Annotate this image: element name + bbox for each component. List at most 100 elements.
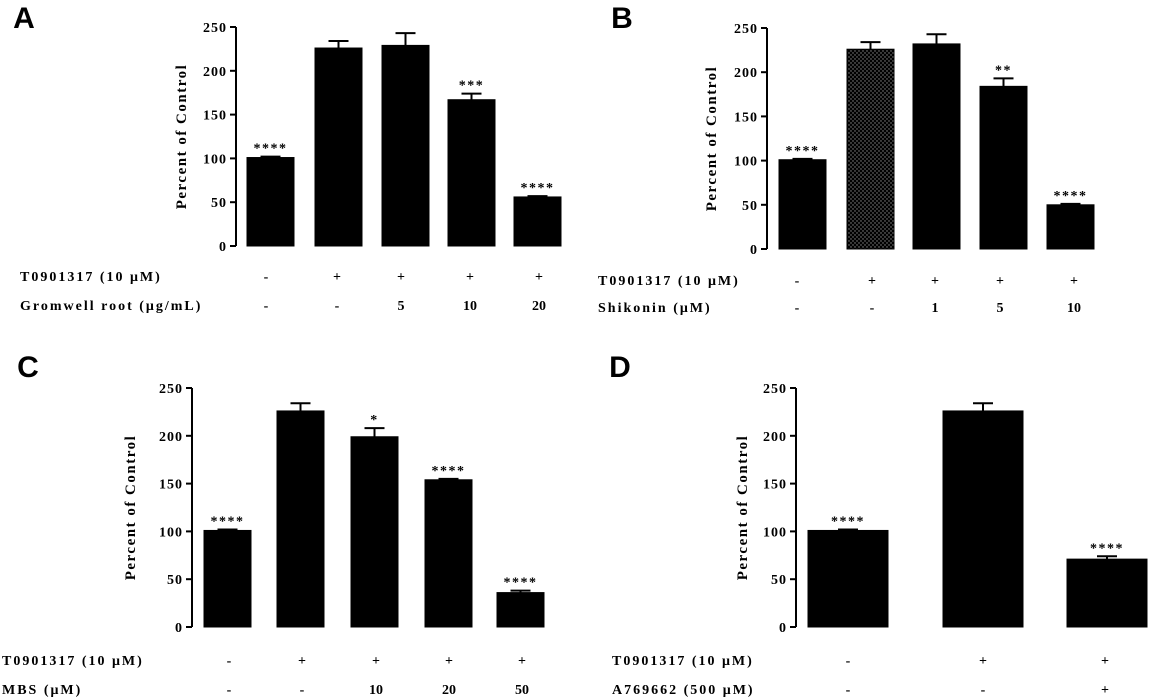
condition-value: 1 [932, 301, 939, 316]
condition-value: + [1101, 683, 1109, 697]
condition-value: 5 [398, 299, 405, 314]
y-tick-label: 200 [159, 430, 183, 445]
condition-label: T0901317 (10 μM) [598, 274, 740, 289]
condition-value: + [931, 274, 939, 289]
y-axis-label: Percent of Control [174, 64, 190, 210]
panel-letter: A [13, 2, 35, 35]
bar [979, 85, 1028, 250]
y-tick-label: 200 [734, 66, 758, 81]
condition-value: - [227, 654, 232, 669]
y-axis-label: Percent of Control [123, 435, 139, 581]
condition-value: 10 [369, 683, 383, 697]
y-tick-label: 100 [203, 152, 227, 167]
bar [381, 44, 430, 247]
bar [778, 159, 827, 250]
y-tick-label: 150 [159, 478, 183, 493]
y-tick-label: 50 [742, 199, 758, 214]
bar [203, 529, 252, 628]
condition-value: + [979, 654, 987, 669]
condition-label: Shikonin (μM) [598, 301, 712, 316]
bar [807, 529, 889, 628]
condition-value: - [227, 683, 232, 697]
y-tick-label: 0 [175, 621, 183, 636]
bar [1046, 204, 1095, 250]
condition-value: - [264, 299, 269, 314]
condition-value: - [264, 270, 269, 285]
condition-value: + [397, 270, 405, 285]
condition-value: 10 [1067, 301, 1081, 316]
significance-label: ** [995, 63, 1012, 78]
condition-value: + [535, 270, 543, 285]
y-tick-label: 0 [779, 621, 787, 636]
condition-value: 50 [515, 683, 529, 697]
bar [276, 410, 325, 628]
y-tick-label: 250 [763, 382, 787, 397]
condition-label: T0901317 (10 μM) [612, 654, 754, 669]
significance-label: **** [1090, 541, 1124, 556]
condition-value: + [372, 654, 380, 669]
condition-value: - [335, 299, 340, 314]
panel-letter: D [609, 351, 631, 384]
y-tick-label: 0 [750, 243, 758, 258]
bar [912, 43, 961, 250]
bar [314, 47, 363, 247]
condition-label: Gromwell root (μg/mL) [20, 299, 202, 314]
bar [246, 157, 295, 247]
condition-value: - [795, 301, 800, 316]
y-tick-label: 150 [763, 478, 787, 493]
condition-value: + [466, 270, 474, 285]
bar [513, 196, 562, 247]
y-tick-label: 100 [159, 525, 183, 540]
y-tick-label: 200 [203, 65, 227, 80]
bar [1066, 558, 1148, 628]
condition-value: + [996, 274, 1004, 289]
y-tick-label: 100 [763, 525, 787, 540]
panel-d: D 0 50 100 150 200 250 Percent of Control **** **… [609, 351, 1148, 697]
condition-value: - [795, 274, 800, 289]
condition-value: + [298, 654, 306, 669]
condition-label: T0901317 (10 μM) [20, 270, 162, 285]
y-tick-label: 0 [219, 240, 227, 255]
condition-label: MBS (μM) [2, 683, 82, 697]
y-axis-label: Percent of Control [704, 66, 720, 212]
condition-value: - [846, 683, 851, 697]
y-tick-label: 150 [734, 110, 758, 125]
condition-value: + [868, 274, 876, 289]
condition-value: 10 [463, 299, 477, 314]
y-tick-label: 250 [734, 22, 758, 37]
significance-label: **** [432, 464, 466, 479]
significance-label: **** [254, 142, 288, 157]
y-tick-label: 200 [763, 430, 787, 445]
bar [424, 479, 473, 628]
condition-value: - [981, 683, 986, 697]
condition-value: - [846, 654, 851, 669]
y-tick-label: 50 [771, 573, 787, 588]
y-tick-label: 250 [203, 21, 227, 36]
panel-letter: C [17, 351, 39, 384]
panel-letter: B [611, 2, 633, 35]
significance-label: **** [786, 144, 820, 159]
condition-value: 5 [997, 301, 1004, 316]
significance-label: **** [1054, 189, 1088, 204]
condition-value: + [1101, 654, 1109, 669]
bar [496, 592, 545, 628]
bar [350, 436, 399, 628]
y-axis-label: Percent of Control [735, 435, 751, 581]
y-tick-label: 50 [167, 573, 183, 588]
significance-label: **** [211, 514, 245, 529]
condition-label: A769662 (500 μM) [612, 683, 755, 697]
significance-label: * [370, 413, 379, 428]
condition-label: T0901317 (10 μM) [2, 654, 144, 669]
significance-label: **** [521, 181, 555, 196]
significance-label: **** [831, 514, 865, 529]
condition-value: + [333, 270, 341, 285]
bar [942, 410, 1024, 628]
condition-value: + [445, 654, 453, 669]
y-tick-label: 50 [211, 196, 227, 211]
condition-value: + [1070, 274, 1078, 289]
bar [447, 99, 496, 247]
